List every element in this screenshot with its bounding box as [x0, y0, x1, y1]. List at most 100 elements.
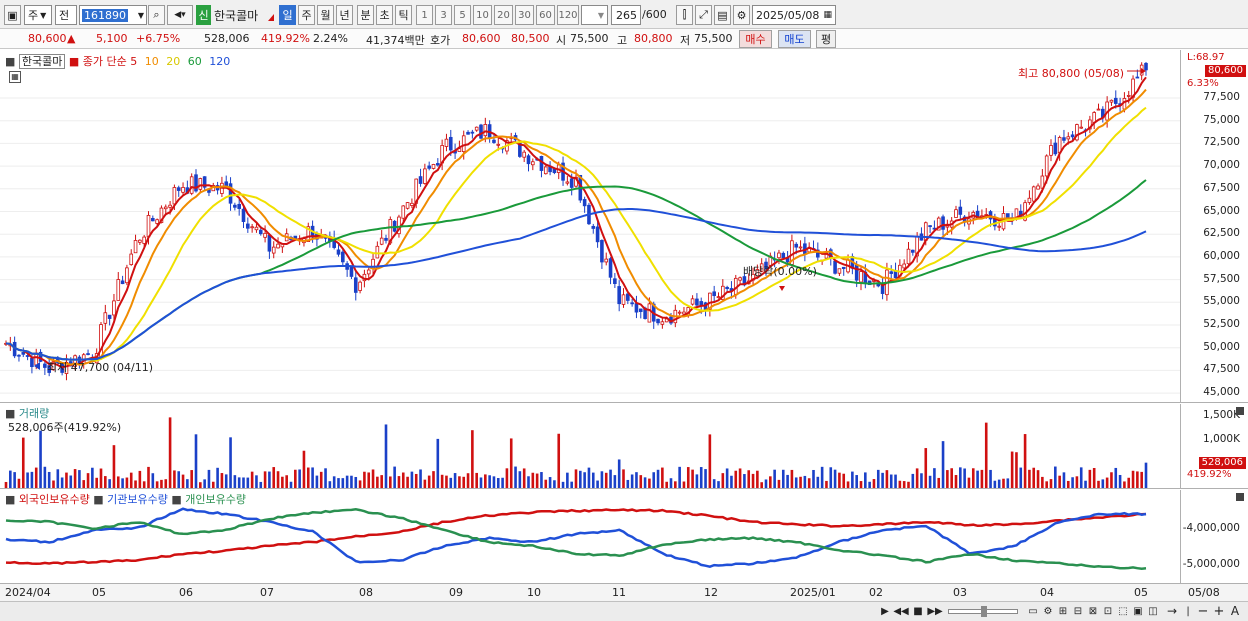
- tool-icon[interactable]: ◫: [1148, 605, 1158, 617]
- holding-chart[interactable]: [0, 490, 1180, 583]
- volume-bar: [894, 474, 897, 488]
- candle-body: [436, 163, 440, 166]
- legend-foreign-holding[interactable]: 외국인보유수량: [18, 493, 90, 506]
- volume-bar: [432, 471, 435, 488]
- ask-label: 호가: [430, 34, 451, 47]
- expand-icon[interactable]: ⤢: [695, 5, 712, 25]
- volume-title[interactable]: 거래량: [18, 407, 50, 420]
- volume-bar: [86, 473, 90, 488]
- holding-line-0: [5, 508, 1147, 566]
- zoom-slider-handle[interactable]: [981, 606, 987, 617]
- candle-body: [228, 183, 233, 204]
- legend-ma-label[interactable]: 종가 단순: [82, 55, 127, 68]
- candle-body: [539, 156, 544, 171]
- volume-bar: [682, 481, 686, 488]
- legend-institution-holding[interactable]: 기관보유수량: [107, 493, 168, 506]
- interval-5-button[interactable]: 5: [454, 5, 471, 25]
- x-axis-label: 07: [260, 586, 274, 599]
- font-size-icon[interactable]: A: [1230, 604, 1240, 618]
- code-input[interactable]: 161890 ▼: [79, 5, 147, 25]
- type-select[interactable]: 전: [55, 5, 77, 25]
- date-input[interactable]: 2025/05/08 ▦: [752, 5, 836, 25]
- price-y-axis[interactable]: L:68.97 80,600 6.33% 77,500 75,000 72,500 7…: [1180, 50, 1248, 403]
- tool-icon[interactable]: ⊞: [1058, 605, 1068, 617]
- price-chart[interactable]: [0, 50, 1180, 403]
- ma60-line: [5, 179, 1147, 361]
- table-view-icon[interactable]: ▦: [9, 71, 21, 83]
- candle-style-icon[interactable]: ⫿: [676, 5, 693, 25]
- evaluate-button[interactable]: 평: [816, 30, 836, 48]
- panel-close-icon[interactable]: [1236, 493, 1244, 501]
- tool-icon[interactable]: ⊠: [1088, 605, 1098, 617]
- period-week-button[interactable]: 주: [298, 5, 315, 25]
- period-select[interactable]: 주 ▼: [24, 5, 52, 25]
- price-legend: ■ 한국콜마 ■ 종가 단순 5 10 20 60 120: [5, 53, 230, 69]
- volume-bar: [738, 468, 742, 488]
- panel-close-icon[interactable]: [1236, 407, 1244, 415]
- volume-y-axis[interactable]: 1,500K 1,000K 528,006 419.92%: [1180, 404, 1248, 489]
- volume-bar: [1006, 478, 1010, 488]
- period-day-button[interactable]: 일: [279, 5, 296, 25]
- volume-panel[interactable]: ■ 거래량 528,006주(419.92%): [0, 404, 1180, 489]
- stop-icon[interactable]: ■: [913, 605, 923, 617]
- holding-panel[interactable]: ■ 외국인보유수량 ■ 기관보유수량 ■ 개인보유수량: [0, 490, 1180, 583]
- volume-bar: [937, 477, 941, 488]
- zoom-slider[interactable]: [948, 606, 1018, 617]
- dividend-annotation: 배당락(0.00%): [743, 265, 817, 278]
- candle-body: [107, 314, 112, 319]
- period-tick-button[interactable]: 틱: [395, 5, 412, 25]
- window-menu-icon[interactable]: ▣: [4, 5, 21, 25]
- price-chart-panel[interactable]: ■ 한국콜마 ■ 종가 단순 5 10 20 60 120 ▦ 최고 80,80…: [0, 50, 1180, 403]
- save-icon[interactable]: ▤: [714, 5, 731, 25]
- tool-icon[interactable]: ⊡: [1103, 605, 1113, 617]
- holding-y-axis[interactable]: -4,000,000 -5,000,000: [1180, 490, 1248, 583]
- candle-body: [444, 138, 449, 147]
- buy-button[interactable]: 매수: [739, 30, 772, 48]
- tool-icon[interactable]: ⊟: [1073, 605, 1083, 617]
- candle-body: [483, 124, 488, 137]
- period-year-button[interactable]: 년: [336, 5, 353, 25]
- scroll-right-icon[interactable]: ▶: [881, 605, 889, 617]
- interval-3-button[interactable]: 3: [435, 5, 452, 25]
- interval-10-button[interactable]: 10: [473, 5, 492, 25]
- zoom-in-icon[interactable]: +: [1213, 603, 1225, 619]
- interval-30-button[interactable]: 30: [515, 5, 534, 25]
- interval-custom-select[interactable]: ▼: [581, 5, 608, 25]
- interval-20-button[interactable]: 20: [494, 5, 513, 25]
- volume-chart[interactable]: [0, 404, 1180, 489]
- legend-individual-holding[interactable]: 개인보유수량: [185, 493, 247, 506]
- tool-icon[interactable]: ▣: [1133, 605, 1143, 617]
- search-icon[interactable]: ⌕: [148, 5, 165, 25]
- candle-body: [531, 161, 535, 166]
- calendar-icon[interactable]: ▦: [823, 10, 832, 20]
- sell-button[interactable]: 매도: [778, 30, 811, 48]
- scroll-forward-icon[interactable]: ▶▶: [927, 605, 943, 617]
- period-second-button[interactable]: 초: [376, 5, 393, 25]
- interval-1-button[interactable]: 1: [416, 5, 433, 25]
- count-input[interactable]: 265: [611, 5, 641, 25]
- arrow-icon[interactable]: →: [1166, 604, 1178, 618]
- scroll-back-icon[interactable]: ◀◀: [893, 605, 909, 617]
- zoom-out-icon[interactable]: −: [1197, 603, 1209, 619]
- legend-stock-name[interactable]: 한국콜마: [18, 54, 66, 69]
- candle-body: [682, 311, 686, 315]
- volume-bar: [367, 472, 371, 488]
- count-total: /600: [642, 8, 667, 21]
- tool-icon[interactable]: ⚙: [1043, 605, 1053, 617]
- period-month-button[interactable]: 월: [317, 5, 334, 25]
- tool-icon[interactable]: ▭: [1028, 605, 1038, 617]
- period-minute-button[interactable]: 분: [357, 5, 374, 25]
- speaker-icon[interactable]: ◀▾: [167, 5, 193, 25]
- chevron-down-icon[interactable]: ▼: [137, 10, 144, 20]
- interval-60-button[interactable]: 60: [536, 5, 555, 25]
- minimize-icon[interactable]: |: [1186, 605, 1190, 617]
- interval-120-button[interactable]: 120: [557, 5, 579, 25]
- legend-ma5: 5: [130, 55, 138, 68]
- volume-bar: [704, 469, 707, 488]
- candle-body: [202, 176, 207, 188]
- volume-bar: [1079, 467, 1083, 488]
- gear-icon[interactable]: ⚙: [733, 5, 750, 25]
- candle-body: [677, 311, 682, 314]
- volume-bar: [371, 469, 375, 488]
- tool-icon[interactable]: ⬚: [1118, 605, 1128, 617]
